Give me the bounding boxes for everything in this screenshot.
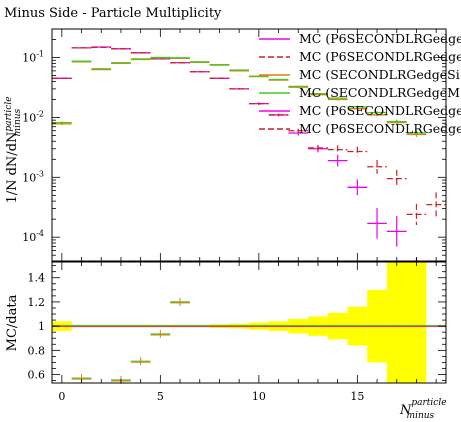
ratio-band-bin	[386, 262, 407, 383]
y-tick-exp: -2	[36, 109, 44, 118]
y-tick-label: 10-2	[22, 109, 44, 124]
x-tick-label: 5	[157, 390, 164, 403]
legend-entry: MC (P6SECONDLRGedge	[259, 49, 461, 64]
ratio-tick-label: 1.4	[28, 272, 46, 285]
legend-entry: MC (SECONDLRGedgeM	[259, 85, 460, 100]
y-tick-exp: -4	[36, 229, 44, 238]
series-1	[52, 46, 446, 225]
series-group	[52, 46, 446, 261]
x-label-sup: particle	[411, 398, 446, 408]
ratio-tick-label: 1.2	[28, 296, 46, 309]
legend-label: MC (SECONDLRGedgeSi	[299, 67, 460, 82]
y-tick-base: 10	[22, 52, 36, 65]
y-axis-label-text: 1/N dN/dNparticleminus	[4, 96, 23, 203]
y-label-sup: particle	[4, 96, 14, 131]
x-tick-label: 0	[58, 390, 65, 403]
legend-label: MC (P6SECONDLRGedge	[299, 103, 461, 118]
x-label-main: N	[399, 403, 412, 418]
x-axis-label: Nparticle minus	[399, 398, 447, 421]
ratio-frame	[51, 261, 447, 384]
legend-entry: MC (SECONDLRGedgeSi	[259, 67, 460, 82]
y-tick-exp: -3	[36, 169, 44, 178]
legend-label: MC (P6SECONDLRGedge	[299, 49, 461, 64]
ratio-y-axis-label: MC/data	[5, 294, 20, 351]
ratio-band	[52, 262, 427, 383]
chart-title: Minus Side - Particle Multiplicity	[4, 6, 222, 21]
ratio-tick-label: 0.8	[28, 344, 46, 357]
ratio-point	[130, 357, 151, 366]
x-tick-label: 15	[350, 390, 364, 403]
y-tick-label: 10-1	[22, 50, 44, 65]
x-tick-label: 10	[252, 390, 266, 403]
ratio-point	[170, 297, 190, 306]
legend-label: MC (P6SECONDLRGedge	[299, 31, 461, 46]
y-tick-base: 10	[22, 111, 36, 124]
ratio-y-label-text: MC/data	[5, 294, 20, 351]
y-tick-label: 10-3	[22, 169, 44, 184]
y-axis-label: 1/N dN/dNparticleminus	[4, 96, 23, 203]
legend-entry: MC (P6SECONDLRGedge	[259, 31, 461, 46]
y-label-sub: minus	[13, 108, 23, 136]
series-3	[52, 56, 427, 136]
y-label-main: 1/N dN/dN	[5, 132, 20, 204]
main-frame	[51, 28, 447, 262]
ratio-tick-label: 0.6	[28, 369, 46, 382]
y-tick-label: 10-4	[22, 229, 44, 244]
ratio-band-bin	[406, 262, 427, 383]
legend-entry: MC (P6SECONDLRGedge	[259, 103, 461, 118]
legend-label: MC (SECONDLRGedgeM	[299, 85, 460, 100]
x-label-sub: minus	[407, 411, 435, 421]
y-tick-base: 10	[22, 231, 36, 244]
ratio-tick-label: 1	[38, 320, 45, 333]
main-panel: 10-410-310-210-1	[22, 28, 447, 262]
legend: MC (P6SECONDLRGedge MC (P6SECONDLRGedge MC…	[259, 31, 461, 136]
legend-entry: MC (P6SECONDLRGedge	[259, 121, 461, 136]
ratio-panel: 0 5 10 15 0.6 0.8 1 1.2 1.4	[28, 261, 447, 403]
y-tick-base: 10	[22, 171, 36, 184]
legend-label: MC (P6SECONDLRGedge	[299, 121, 461, 136]
x-axis-label-text: Nparticle minus	[399, 398, 447, 421]
y-tick-exp: -1	[36, 50, 44, 59]
ratio-point	[150, 329, 171, 338]
